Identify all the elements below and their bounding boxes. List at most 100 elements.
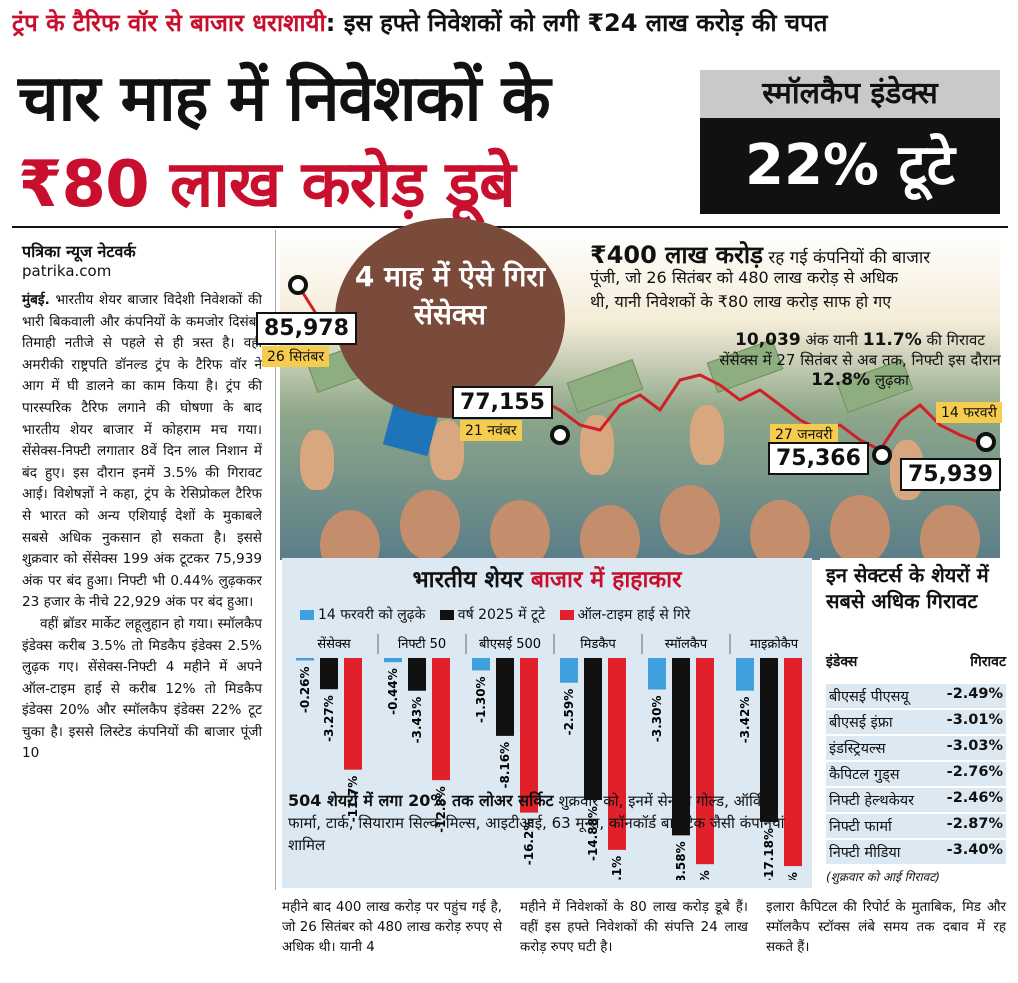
sector-title: इन सेक्टर्स के शेयरों में सबसे अधिक गिरा…	[826, 563, 989, 613]
bar	[296, 658, 314, 661]
sector-name: बीएसई पीएसयू	[829, 689, 909, 705]
sensex-value-sep: 85,978	[256, 312, 357, 345]
category-label: बीएसई 500	[479, 636, 541, 652]
bar-value-label: -16.2%	[522, 819, 536, 866]
sector-name: निफ्टी फार्मा	[829, 819, 892, 835]
bar-value-label: -21.8%	[786, 872, 800, 880]
category-label: निफ्टी 50	[398, 636, 446, 652]
category-label: मिडकैप	[580, 636, 616, 652]
bar-value-label: -0.26%	[298, 666, 312, 713]
sector-name: निफ्टी मीडिया	[829, 845, 901, 861]
person-head-illustration	[580, 505, 640, 560]
sensex-marker-start	[288, 275, 308, 295]
kicker-line: ट्रंप के टैरिफ वॉर से बाजार धराशायी: इस …	[12, 6, 1012, 46]
sector-value: -2.49%	[946, 686, 1003, 702]
sensex-marker-nov	[550, 425, 570, 445]
bar	[384, 658, 402, 663]
market-cap-line-3: थी, यानी निवेशकों के ₹80 लाख करोड़ साफ ह…	[590, 292, 892, 311]
person-head-illustration	[750, 500, 810, 560]
bottom-column-1: महीने बाद 400 लाख करोड़ पर पहुंच गई है, …	[282, 900, 502, 955]
person-head-illustration	[830, 495, 890, 560]
bar	[344, 658, 362, 770]
sector-row: बीएसई इंफ्रा -3.01%	[826, 710, 1006, 734]
smallcap-box-label: स्मॉलकैप इंडेक्स	[700, 70, 1000, 118]
sensex-marker-jan	[872, 445, 892, 465]
sensex-date-jan: 27 जनवरी	[770, 424, 838, 445]
sector-row: निफ्टी हेल्थकेयर -2.46%	[826, 788, 1006, 812]
person-head-illustration	[490, 500, 550, 560]
fall-note-text-2: की गिरावट सेंसेक्स में 27 सितंबर से अब त…	[719, 331, 1001, 369]
sensex-value-feb: 75,939	[900, 458, 1001, 491]
bar-value-label: -18.58%	[674, 841, 688, 880]
bar	[520, 658, 538, 813]
sector-footnote: (शुक्रवार को आई गिरावट)	[826, 870, 940, 884]
sector-name: कैपिटल गुड्स	[829, 767, 900, 783]
sector-row: कैपिटल गुड्स -2.76%	[826, 762, 1006, 786]
headline-line-2: ₹80 लाख करोड़ डूबे	[18, 148, 516, 222]
market-cap-line-2: पूंजी, जो 26 सितंबर को 480 लाख करोड़ से …	[590, 268, 898, 287]
nifty-fall-percent: 12.8%	[811, 370, 871, 390]
sector-row: इंडस्ट्रियल्स -3.03%	[826, 736, 1006, 760]
legend-swatch-blue	[300, 610, 314, 620]
sector-row: निफ्टी मीडिया -3.40%	[826, 840, 1006, 864]
raised-hand-illustration	[690, 405, 724, 465]
legend-swatch-red	[559, 610, 574, 620]
sensex-date-feb: 14 फरवरी	[936, 402, 1002, 423]
column-rule	[275, 230, 276, 890]
fall-percent: 11.7%	[862, 330, 922, 350]
sector-col-index: इंडेक्स	[826, 654, 858, 670]
bar-chart: सेंसेक्स -0.26% -3.27% -11.7% निफ्टी 50 -0.44…	[296, 634, 802, 880]
chart-title-black: भारतीय शेयर	[412, 567, 531, 593]
bar	[408, 658, 426, 691]
person-head-illustration	[660, 485, 720, 555]
bar-value-label: -2.59%	[562, 689, 576, 736]
chart-panel	[282, 558, 812, 888]
dateline-city: मुंबई.	[22, 292, 50, 308]
sector-row: बीएसई पीएसयू -2.49%	[826, 684, 1006, 708]
sensex-fall-note: 10,039 अंक यानी 11.7% की गिरावट सेंसेक्स…	[715, 330, 1005, 390]
article-para-1: मुंबई. भारतीय शेयर बाजार विदेशी निवेशकों…	[22, 290, 262, 614]
kicker-sep: :	[325, 9, 344, 37]
sector-value: -3.03%	[946, 738, 1003, 754]
article-left-column: मुंबई. भारतीय शेयर बाजार विदेशी निवेशकों…	[22, 290, 262, 765]
market-cap-line-1: ₹400 लाख करोड़ रह गई कंपनियों की बाजार	[590, 238, 1010, 271]
lower-circuit-text: शुक्रवार को, इनमें सेनको गोल्ड, ऑर्किड फ…	[288, 792, 785, 854]
bottom-column-2: महीने में निवेशकों के 80 लाख करोड़ डूबे …	[520, 900, 748, 955]
sector-name: निफ्टी हेल्थकेयर	[829, 793, 915, 809]
sector-value: -3.40%	[946, 842, 1003, 858]
sensex-value-nov: 77,155	[452, 386, 553, 419]
bar-value-label: -17.18%	[762, 828, 776, 880]
sensex-fall-circle: 4 माह में ऐसे गिरा सेंसेक्स	[335, 218, 565, 418]
sensex-value-jan: 75,366	[768, 442, 869, 475]
fall-points: 10,039	[735, 330, 801, 350]
sector-value: -2.46%	[946, 790, 1003, 806]
legend-label-2: वर्ष 2025 में टूटे	[457, 607, 546, 623]
raised-hand-illustration	[430, 420, 464, 480]
bottom-column-3: इलारा कैपिटल की रिपोर्ट के मुताबिक, मिड …	[766, 900, 1006, 955]
market-cap-text: रह गई कंपनियों की बाजार	[762, 248, 931, 268]
person-head-illustration	[400, 490, 460, 560]
kicker-black: इस हफ्ते निवेशकों को लगी ₹24 लाख करोड़ क…	[343, 9, 828, 37]
fall-note-text-3: लुढ़का	[870, 371, 909, 389]
sector-table-header: इंडेक्स गिरावट	[826, 652, 1006, 671]
chart-legend: 14 फरवरी को लुढ़के वर्ष 2025 में टूटे ऑल…	[290, 605, 810, 624]
sensex-date-nov: 21 नवंबर	[460, 420, 522, 441]
bar-value-label: -3.30%	[650, 696, 664, 743]
bar	[648, 658, 666, 690]
bar	[608, 658, 626, 850]
sector-name: इंडस्ट्रियल्स	[829, 741, 886, 757]
person-head-illustration	[320, 510, 380, 560]
bar	[320, 658, 338, 690]
legend-label-1: 14 फरवरी को लुढ़के	[318, 607, 426, 623]
person-head-illustration	[920, 505, 980, 560]
sector-value: -3.01%	[946, 712, 1003, 728]
bar	[760, 658, 778, 822]
kicker-red: ट्रंप के टैरिफ वॉर से बाजार धराशायी	[12, 9, 326, 37]
sector-col-fall: गिरावट	[970, 654, 1006, 670]
chart-title: भारतीय शेयर बाजार में हाहाकार	[282, 562, 812, 594]
article-para-1-text: भारतीय शेयर बाजार विदेशी निवेशकों की भार…	[22, 292, 262, 611]
bar-value-label: -3.42%	[738, 697, 752, 744]
lower-circuit-note: 504 शेयरों में लगा 20% तक लोअर सर्किट शु…	[288, 790, 808, 856]
smallcap-box-value: 22% टूटे	[700, 118, 1000, 214]
sector-value: -2.76%	[946, 764, 1003, 780]
